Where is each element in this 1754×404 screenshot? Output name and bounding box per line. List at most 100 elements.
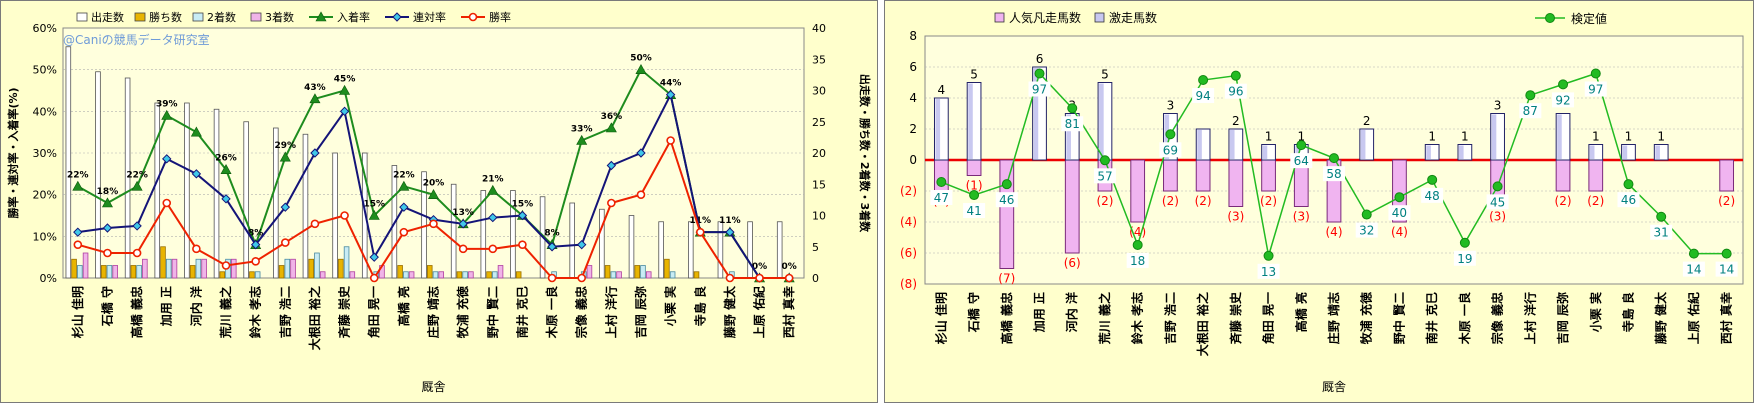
data-label-激走馬数: 2 [1232, 114, 1240, 128]
y-tick-label: 4 [909, 91, 917, 105]
bar-出走数 [658, 221, 664, 279]
legend-marker [1545, 13, 1555, 23]
x-tick-label: 石橋 守 [966, 292, 981, 333]
data-label-box [1093, 168, 1116, 184]
x-tick-label: 南井 克巳 [1424, 292, 1439, 344]
point-検定値 [1590, 68, 1601, 79]
data-label-box [1453, 250, 1476, 266]
data-label-box [963, 203, 986, 219]
data-label-人気凡走馬数: (2) [1096, 194, 1113, 208]
point-勝率 [547, 273, 557, 283]
bar-3着数 [82, 252, 89, 279]
point-連対率 [606, 160, 617, 171]
bar-人気凡走馬数 [1261, 159, 1276, 192]
data-label-入着率: 18% [97, 187, 119, 197]
legend-swatch [192, 12, 204, 22]
x-tick-label: 藤野 健太 [722, 285, 737, 339]
point-勝率 [458, 244, 468, 254]
y-right-tick-label: 20 [812, 147, 826, 160]
data-label-人気凡走馬数: (3) [1293, 210, 1310, 224]
x-tick-label: 寺島 良 [692, 286, 707, 326]
x-tick-label: 鈴木 孝志 [1130, 292, 1145, 344]
data-label-検定値: 19 [1457, 252, 1472, 266]
bar-激走馬数-shade [1295, 145, 1300, 159]
point-検定値 [1329, 153, 1339, 164]
y-left-tick-label: 40% [33, 105, 57, 118]
point-入着率 [398, 180, 410, 191]
x-tick-label: 西村 真幸 [781, 286, 796, 338]
bar-出走数 [273, 127, 279, 279]
x-tick-label: 杉山 佳明 [70, 286, 85, 338]
y-right-tick-label: 40 [812, 22, 826, 35]
data-label-検定値: 14 [1719, 263, 1734, 277]
data-label-入着率: 44% [660, 79, 682, 89]
legend-marker [392, 12, 402, 22]
bar-勝ち数 [693, 271, 700, 279]
data-label-人気凡走馬数: (2) [1555, 194, 1572, 208]
bar-激走馬数-shade [1066, 114, 1071, 159]
x-tick-label: 宗像 義忠 [574, 286, 589, 338]
data-label-box [1192, 88, 1215, 104]
bar-激走馬数-shade [968, 83, 973, 159]
data-label-box [1552, 92, 1575, 108]
point-検定値 [1067, 103, 1078, 114]
y-left-tick-label: 30% [33, 147, 57, 160]
data-label-激走馬数: 5 [1101, 68, 1109, 82]
point-連対率 [221, 194, 231, 204]
x-tick-label: 宗像 義忠 [1490, 292, 1505, 344]
data-label-激走馬数: 1 [1592, 130, 1600, 144]
point-勝率 [162, 198, 172, 208]
right-chart-panel: 86420(2)(4)(6)(8)厩舎(2)(1)(7)(6)(2)(4)(2)… [884, 0, 1754, 403]
bar-2着数 [254, 271, 261, 279]
data-label-人気凡走馬数: (3) [1489, 210, 1506, 224]
bar-勝ち数 [338, 258, 344, 279]
bar-出走数 [450, 183, 457, 279]
bar-3着数 [468, 271, 474, 279]
bar-出走数 [302, 133, 309, 279]
data-label-box [1486, 194, 1509, 210]
point-検定値 [1623, 179, 1634, 190]
data-label-入着率: 15% [363, 200, 385, 210]
data-label-box [1584, 81, 1607, 97]
data-label-入着率: 15% [512, 200, 534, 210]
y-right-tick-label: 10 [812, 210, 826, 223]
point-連対率 [547, 242, 557, 252]
bar-人気凡走馬数 [1555, 159, 1571, 192]
data-label-入着率: 11% [719, 216, 741, 226]
x-tick-label: 荒川 義之 [218, 286, 233, 339]
point-連対率 [280, 202, 291, 212]
legend: 出走数 勝ち数 2着数 3着数 入着率 連対率 勝率 [76, 10, 511, 24]
data-label-検定値: 57 [1097, 169, 1112, 183]
point-検定値 [1721, 248, 1732, 259]
point-検定値 [969, 190, 980, 201]
bar-出走数 [628, 215, 635, 279]
point-連対率 [162, 154, 172, 164]
x-tick-label: 上原 佑紀 [1686, 292, 1701, 344]
x-tick-label: 高橋 亮 [1293, 292, 1308, 332]
legend-label: 入着率 [337, 10, 370, 24]
point-連対率 [517, 210, 528, 221]
bar-勝ち数 [426, 265, 433, 279]
point-入着率 [487, 184, 499, 195]
legend-marker [315, 11, 327, 22]
data-label-box [1224, 83, 1247, 99]
data-label-検定値: 69 [1163, 143, 1178, 157]
y-tick-label: 0 [909, 153, 917, 167]
bar-激走馬数-shade [1491, 114, 1497, 159]
point-入着率 [131, 180, 143, 191]
x-tick-label: 小栗 実 [663, 286, 678, 326]
point-連対率 [73, 227, 83, 237]
data-label-検定値: 46 [1621, 193, 1636, 207]
point-検定値 [1656, 211, 1667, 222]
point-入着率 [279, 151, 291, 162]
data-label-入着率: 22% [67, 170, 89, 180]
data-label-検定値: 32 [1359, 224, 1374, 238]
point-検定値 [1165, 129, 1176, 140]
legend-swatch [250, 12, 262, 22]
data-label-入着率: 22% [393, 170, 415, 180]
bar-出走数 [154, 102, 161, 279]
data-label-入着率: 50% [630, 54, 652, 64]
data-label-box [995, 192, 1018, 208]
bar-激走馬数-shade [935, 99, 941, 159]
bar-激走馬数-shade [1459, 145, 1464, 159]
